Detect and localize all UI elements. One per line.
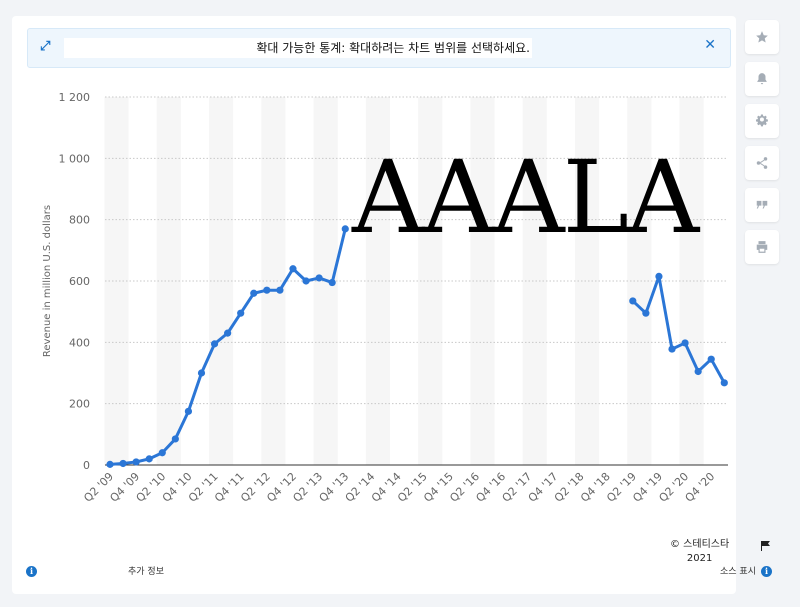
favorite-button[interactable] <box>745 20 779 54</box>
notification-button[interactable] <box>745 62 779 96</box>
expand-icon[interactable]: ⤢ <box>40 39 51 54</box>
flag-icon[interactable] <box>760 540 772 552</box>
share-icon <box>756 157 768 169</box>
banner-text: 확대 가능한 통계: 확대하려는 차트 범위를 선택하세요. <box>64 38 532 58</box>
settings-button[interactable] <box>745 104 779 138</box>
close-icon[interactable]: ✕ <box>704 37 716 53</box>
cite-button[interactable] <box>745 188 779 222</box>
show-source-link[interactable]: 소스 표시 <box>720 564 756 577</box>
print-button[interactable] <box>745 230 779 264</box>
show-source-label: 소스 표시 <box>720 567 756 577</box>
more-info-link[interactable]: 추가 정보 <box>128 567 164 577</box>
zoom-banner: ⤢ 확대 가능한 통계: 확대하려는 차트 범위를 선택하세요. ✕ <box>27 28 731 68</box>
star-icon <box>756 31 768 43</box>
bell-icon <box>757 73 767 85</box>
chart-card <box>12 16 736 594</box>
printer-icon <box>756 241 768 253</box>
info-icon[interactable]: i <box>26 566 37 577</box>
quote-icon <box>756 200 768 209</box>
gear-icon <box>755 114 768 127</box>
share-button[interactable] <box>745 146 779 180</box>
copyright: © 스테티스타 2021 <box>670 538 729 566</box>
copyright-line1: © 스테티스타 <box>670 539 730 550</box>
overlay-text: AAALA <box>352 139 699 256</box>
copyright-line2: 2021 <box>686 553 713 564</box>
source-info-icon[interactable]: i <box>761 566 772 577</box>
